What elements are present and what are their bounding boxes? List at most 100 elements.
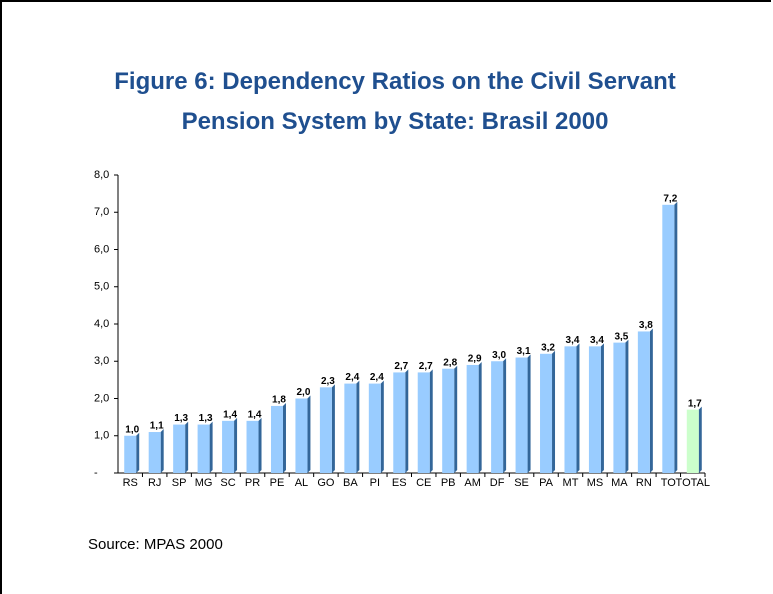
value-label: 2,7: [394, 361, 408, 372]
bar-side: [454, 365, 458, 473]
x-tick-label: BA: [343, 477, 358, 489]
bar-side: [625, 339, 629, 473]
bar-side: [429, 369, 433, 473]
value-label: 2,8: [443, 357, 457, 368]
bar-side: [698, 406, 702, 473]
bar: [173, 424, 186, 473]
bar: [148, 432, 161, 473]
bar-side: [136, 432, 140, 473]
bar: [588, 346, 601, 473]
value-label: 3,5: [614, 331, 628, 342]
bar: [270, 405, 283, 473]
value-label: 2,9: [468, 354, 482, 365]
value-label: 1,3: [174, 413, 188, 424]
value-label: 3,0: [492, 350, 506, 361]
bar-side: [258, 417, 262, 473]
bar-side: [405, 369, 409, 473]
bar-side: [649, 328, 653, 473]
bar-side: [331, 384, 335, 473]
x-tick-label: CE: [416, 477, 431, 489]
x-tick-label: RS: [123, 477, 138, 489]
value-label: 3,4: [590, 335, 604, 346]
x-tick-label: MT: [563, 477, 579, 489]
bar: [344, 383, 357, 473]
bar-side: [674, 201, 678, 474]
value-label: 1,8: [272, 395, 286, 406]
value-label: 1,0: [125, 424, 139, 435]
bar: [124, 435, 137, 473]
bar: [368, 383, 381, 473]
x-tick-label: DF: [490, 477, 505, 489]
chart-title: Figure 6: Dependency Ratios on the Civil…: [114, 68, 676, 135]
y-tick-label: 4,0: [94, 318, 109, 330]
bar-side: [185, 421, 189, 473]
bar: [662, 204, 675, 474]
y-tick-label: 2,0: [94, 392, 109, 404]
x-tick-label: MG: [195, 477, 213, 489]
value-label: 1,7: [688, 398, 702, 409]
x-tick-label: RN: [636, 477, 652, 489]
bar-side: [527, 354, 531, 473]
bar-side: [209, 421, 213, 473]
x-tick-label: AM: [464, 477, 481, 489]
value-label: 1,3: [199, 413, 213, 424]
bar: [417, 372, 430, 473]
bar-side: [576, 343, 580, 473]
x-tick-label: PE: [270, 477, 285, 489]
bar: [613, 342, 626, 473]
y-tick-label: 3,0: [94, 355, 109, 367]
value-label: 3,1: [517, 346, 531, 357]
bar: [466, 364, 479, 473]
x-tick-label: SC: [220, 477, 235, 489]
x-tick-label: MA: [611, 477, 628, 489]
bar-side: [356, 380, 360, 473]
x-tick-label: GO: [317, 477, 335, 489]
value-label: 1,1: [150, 421, 164, 432]
bar: [491, 361, 504, 473]
x-tick-label: SE: [514, 477, 529, 489]
value-label: 2,4: [370, 372, 384, 383]
bar: [393, 372, 406, 473]
bar: [246, 420, 259, 473]
source-note: Source: MPAS 2000: [88, 536, 223, 553]
x-tick-label: TO: [661, 477, 677, 489]
x-tick-label: PA: [539, 477, 554, 489]
x-tick-label: RJ: [148, 477, 161, 489]
value-label: 1,4: [248, 409, 262, 420]
bar-side: [160, 429, 164, 473]
x-tick-label: ES: [392, 477, 407, 489]
bar: [295, 398, 308, 473]
bar: [442, 368, 455, 473]
bar-side: [503, 358, 507, 473]
bar: [197, 424, 210, 473]
value-label: 1,4: [223, 409, 237, 420]
y-tick-label: -: [94, 467, 98, 479]
bar-side: [307, 395, 311, 473]
x-tick-label: TOTAL: [676, 477, 710, 489]
bar: [222, 420, 235, 473]
value-label: 2,0: [296, 387, 310, 398]
bar: [564, 346, 577, 473]
bar-side: [600, 343, 604, 473]
bar: [637, 331, 650, 473]
y-tick-label: 6,0: [94, 243, 109, 255]
bar: [515, 357, 528, 473]
value-label: 3,2: [541, 342, 555, 353]
value-label: 2,7: [419, 361, 433, 372]
x-tick-label: PR: [245, 477, 260, 489]
value-label: 2,3: [321, 376, 335, 387]
value-label: 3,8: [639, 320, 653, 331]
x-tick-label: PI: [370, 477, 380, 489]
bar: [319, 387, 332, 473]
bar-side: [552, 350, 556, 473]
x-tick-label: AL: [295, 477, 308, 489]
bar-side: [282, 402, 286, 473]
x-tick-label: PB: [441, 477, 456, 489]
x-tick-label: SP: [172, 477, 187, 489]
value-label: 7,2: [663, 193, 677, 204]
y-tick-label: 5,0: [94, 281, 109, 293]
bar: [686, 409, 699, 473]
